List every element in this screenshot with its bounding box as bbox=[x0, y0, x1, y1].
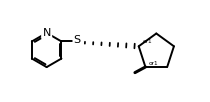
Text: or1: or1 bbox=[142, 39, 152, 44]
Text: N: N bbox=[42, 28, 51, 38]
Text: or1: or1 bbox=[149, 62, 159, 67]
Text: S: S bbox=[74, 35, 81, 45]
